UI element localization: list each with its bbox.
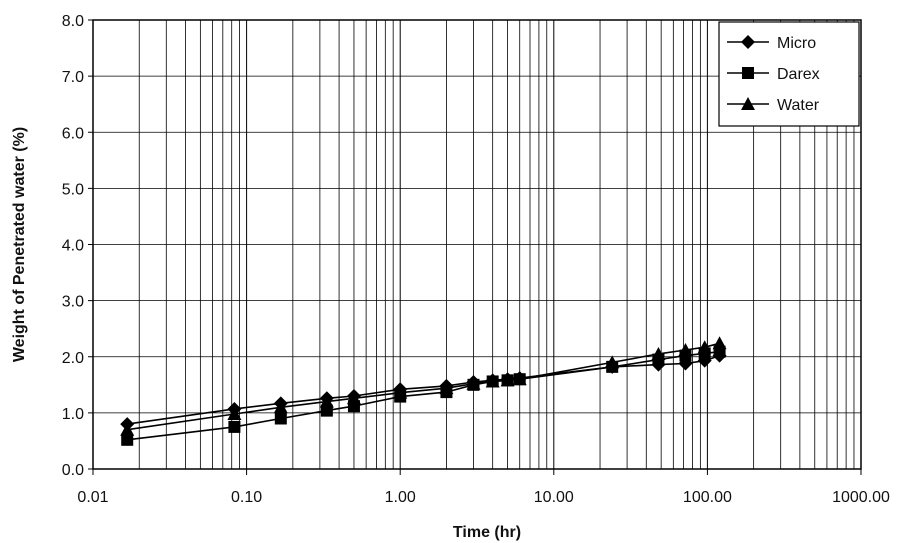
data-point-darex bbox=[274, 412, 287, 425]
y-axis-tick-labels: 0.0 1.0 2.0 3.0 4.0 5.0 6.0 7.0 8.0 bbox=[62, 13, 93, 479]
legend-item-darex: Darex bbox=[727, 66, 820, 83]
x-tick-label: 100.00 bbox=[683, 489, 732, 506]
x-tick-label: 0.10 bbox=[231, 489, 262, 506]
x-tick-label: 10.00 bbox=[534, 489, 574, 506]
legend-label-darex: Darex bbox=[777, 66, 820, 83]
legend-item-water: Water bbox=[727, 97, 820, 114]
x-axis-title: Time (hr) bbox=[453, 524, 521, 541]
y-tick-label: 0.0 bbox=[62, 462, 84, 479]
legend-marker-micro bbox=[741, 35, 755, 49]
data-point-water bbox=[697, 340, 712, 354]
y-tick-label: 3.0 bbox=[62, 294, 84, 311]
x-tick-label: 1.00 bbox=[385, 489, 416, 506]
data-point-water bbox=[439, 381, 454, 395]
y-axis-title: Weight of Penetrated water (%) bbox=[11, 127, 28, 362]
x-tick-label: 1000.00 bbox=[832, 489, 890, 506]
data-point-water bbox=[712, 336, 727, 350]
data-point-water bbox=[319, 394, 334, 408]
x-tick-label: 0.01 bbox=[77, 489, 108, 506]
data-point-water bbox=[466, 376, 481, 390]
data-point-water bbox=[273, 400, 288, 414]
legend: Micro Darex Water bbox=[718, 21, 860, 127]
legend-item-micro: Micro bbox=[727, 35, 816, 52]
data-point-water bbox=[393, 385, 408, 399]
x-axis-tick-labels: 0.01 0.10 1.00 10.00 100.00 1000.00 bbox=[77, 469, 890, 506]
series-layer bbox=[120, 336, 727, 446]
data-point-darex bbox=[121, 433, 134, 446]
series-line-water bbox=[127, 342, 720, 431]
data-point-darex bbox=[228, 420, 241, 433]
y-tick-label: 2.0 bbox=[62, 350, 84, 367]
series-line-micro bbox=[127, 354, 720, 425]
data-point-water bbox=[346, 391, 361, 405]
legend-label-micro: Micro bbox=[777, 35, 816, 52]
series-water bbox=[120, 336, 727, 436]
data-point-water bbox=[500, 373, 515, 387]
y-tick-label: 5.0 bbox=[62, 181, 84, 198]
data-point-water bbox=[120, 422, 135, 436]
data-point-water bbox=[485, 374, 500, 388]
legend-marker-darex bbox=[742, 67, 754, 79]
data-point-water bbox=[605, 355, 620, 369]
y-tick-label: 1.0 bbox=[62, 406, 84, 423]
data-point-water bbox=[512, 372, 527, 386]
legend-label-water: Water bbox=[777, 97, 820, 114]
data-point-water bbox=[227, 406, 242, 420]
data-point-water bbox=[651, 346, 666, 360]
y-tick-label: 6.0 bbox=[62, 125, 84, 142]
y-tick-label: 4.0 bbox=[62, 238, 84, 255]
y-tick-label: 7.0 bbox=[62, 69, 84, 86]
legend-marker-water bbox=[741, 97, 755, 110]
data-point-water bbox=[678, 343, 693, 357]
y-tick-label: 8.0 bbox=[62, 13, 84, 30]
